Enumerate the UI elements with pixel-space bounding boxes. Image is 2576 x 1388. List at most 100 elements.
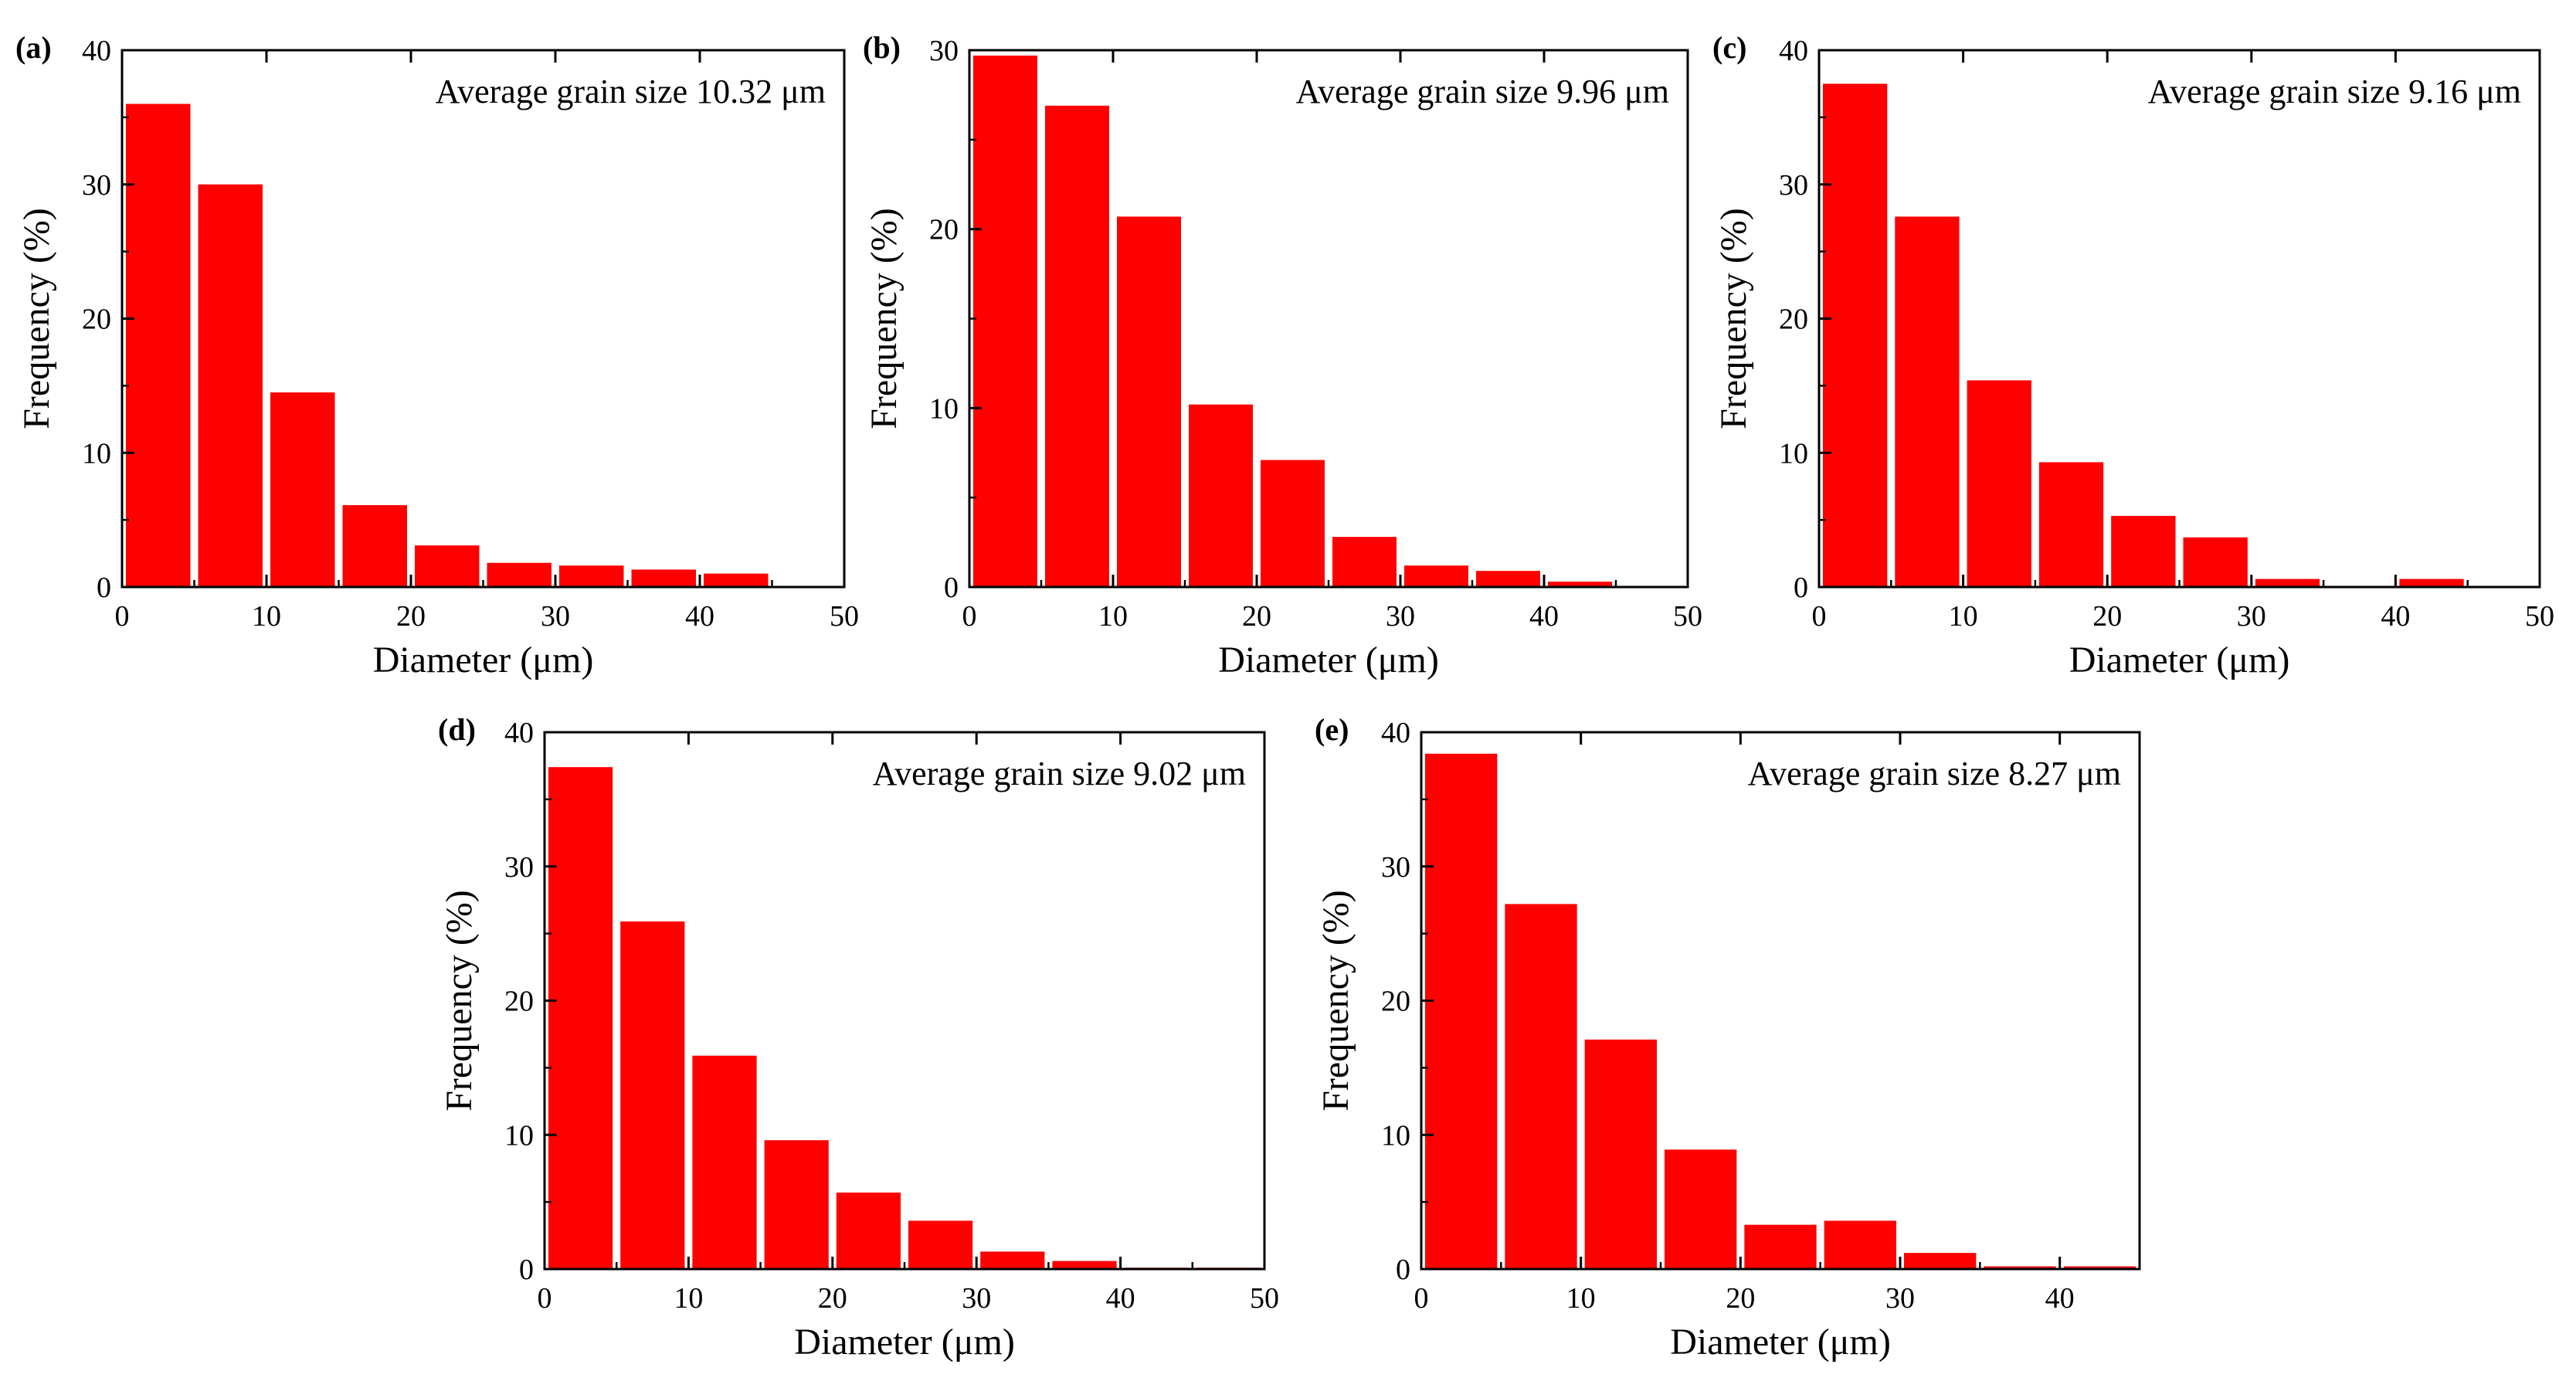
histogram-bar	[2063, 1266, 2136, 1269]
panel-a: 0 10 20 30 40 50 0 10 20 30 40 Diameter (μm) Frequen…	[15, 30, 859, 680]
y-tick-label: 10	[1381, 1119, 1410, 1152]
histogram-bar	[1984, 1266, 2056, 1269]
histogram-bar	[1045, 105, 1109, 588]
histogram-bar	[908, 1220, 973, 1269]
histogram-bar	[704, 573, 769, 587]
histogram-bar	[2111, 515, 2176, 587]
x-tick-label: 20	[1242, 600, 1271, 633]
x-tick-label: 10	[1098, 600, 1128, 633]
x-tick-label: 0	[538, 1282, 552, 1315]
x-tick-label: 20	[396, 600, 426, 633]
x-axis-title: Diameter (μm)	[794, 1322, 1015, 1363]
panel-label: (d)	[438, 712, 476, 747]
y-tick-label: 0	[1794, 572, 1808, 604]
histogram-bar	[1052, 1261, 1117, 1269]
histogram-bar	[1404, 565, 1468, 587]
y-tick-label: 30	[82, 169, 111, 202]
panel-label: (b)	[863, 30, 901, 65]
y-axis-title: Frequency (%)	[439, 890, 480, 1111]
histogram-bar	[1904, 1253, 1977, 1269]
panel-b: 0 10 20 30 40 50 0 10 20 30 Diameter (μm) Frequency…	[863, 30, 1702, 680]
y-tick-label: 20	[82, 304, 111, 336]
histogram-bar	[980, 1251, 1045, 1269]
x-axis-title: Diameter (μm)	[1670, 1322, 1891, 1363]
y-axis-title: Frequency (%)	[1315, 890, 1356, 1111]
histogram-bar	[1824, 1220, 1896, 1269]
panel-label: (a)	[15, 30, 52, 65]
x-tick-label: 50	[1673, 600, 1702, 633]
histogram-bar	[1189, 404, 1253, 587]
histogram-bar	[1665, 1149, 1737, 1269]
histogram-bar	[1967, 380, 2031, 587]
y-tick-label: 20	[1381, 986, 1410, 1018]
x-tick-label: 50	[2525, 600, 2554, 633]
x-axis-title: Diameter (μm)	[1218, 640, 1439, 680]
average-grain-size-annotation: Average grain size 9.96 μm	[1296, 73, 1669, 110]
y-tick-label: 40	[1381, 717, 1410, 749]
y-tick-label: 20	[504, 986, 534, 1018]
histogram-bar	[2038, 462, 2104, 587]
x-tick-label: 0	[1812, 600, 1827, 633]
histogram-bar	[764, 1140, 829, 1269]
average-grain-size-annotation: Average grain size 9.16 μm	[2148, 73, 2521, 110]
histogram-bar	[836, 1192, 901, 1269]
x-tick-label: 10	[1566, 1282, 1596, 1315]
x-tick-label: 40	[1529, 600, 1559, 633]
average-grain-size-annotation: Average grain size 9.02 μm	[873, 755, 1246, 792]
histogram-bar	[1744, 1224, 1817, 1269]
y-tick-label: 30	[1779, 169, 1808, 202]
y-tick-label: 10	[82, 437, 111, 470]
x-tick-label: 40	[2381, 600, 2410, 633]
average-grain-size-annotation: Average grain size 8.27 μm	[1748, 755, 2121, 792]
histogram-bar	[2255, 579, 2320, 587]
x-tick-label: 0	[962, 600, 977, 633]
y-tick-label: 40	[1779, 35, 1808, 67]
histogram-bar	[198, 184, 263, 587]
panel-label: (e)	[1315, 712, 1349, 747]
histogram-bar	[1505, 904, 1577, 1269]
x-tick-label: 40	[2045, 1282, 2075, 1315]
histogram-bar	[1548, 582, 1612, 587]
x-tick-label: 30	[1386, 600, 1415, 633]
histogram-bar	[548, 767, 613, 1269]
histogram-bar	[692, 1055, 757, 1269]
x-tick-label: 40	[1106, 1282, 1135, 1315]
x-tick-label: 20	[2092, 600, 2122, 633]
y-axis-title: Frequency (%)	[1713, 208, 1754, 429]
x-tick-label: 30	[962, 1282, 991, 1315]
x-tick-label: 40	[685, 600, 714, 633]
histogram-bar	[1261, 460, 1325, 587]
x-tick-label: 50	[1250, 1282, 1279, 1315]
y-tick-label: 30	[929, 35, 959, 67]
y-tick-label: 40	[504, 717, 534, 749]
histogram-bar	[270, 392, 335, 587]
x-tick-label: 10	[252, 600, 281, 633]
x-tick-label: 0	[1414, 1282, 1429, 1315]
histogram-bar	[631, 569, 696, 587]
y-tick-label: 0	[519, 1254, 534, 1286]
y-tick-label: 30	[1381, 851, 1410, 884]
y-tick-label: 20	[929, 214, 959, 246]
histogram-bar	[620, 921, 685, 1269]
histogram-bar	[1117, 216, 1181, 587]
y-axis-title: Frequency (%)	[864, 208, 904, 429]
y-tick-label: 0	[97, 572, 111, 604]
panel-c: 0 10 20 30 40 50 0 10 20 30 40 Diameter (μm) Frequen…	[1712, 30, 2554, 680]
y-axis-title: Frequency (%)	[16, 208, 57, 429]
histogram-bar	[2183, 537, 2248, 587]
panel-label: (c)	[1712, 30, 1746, 65]
y-tick-label: 10	[1779, 437, 1808, 470]
histogram-bar	[415, 545, 480, 587]
histogram-bar	[2399, 579, 2464, 587]
y-tick-label: 0	[1396, 1254, 1410, 1286]
histogram-bar	[559, 565, 624, 587]
y-tick-label: 0	[944, 572, 959, 604]
histogram-bar	[342, 505, 407, 587]
y-tick-label: 20	[1779, 304, 1808, 336]
histogram-bar	[487, 562, 552, 587]
x-tick-label: 30	[2237, 600, 2266, 633]
histogram-bar	[1895, 216, 1960, 587]
histogram-bar	[1823, 83, 1888, 587]
x-tick-label: 50	[830, 600, 859, 633]
